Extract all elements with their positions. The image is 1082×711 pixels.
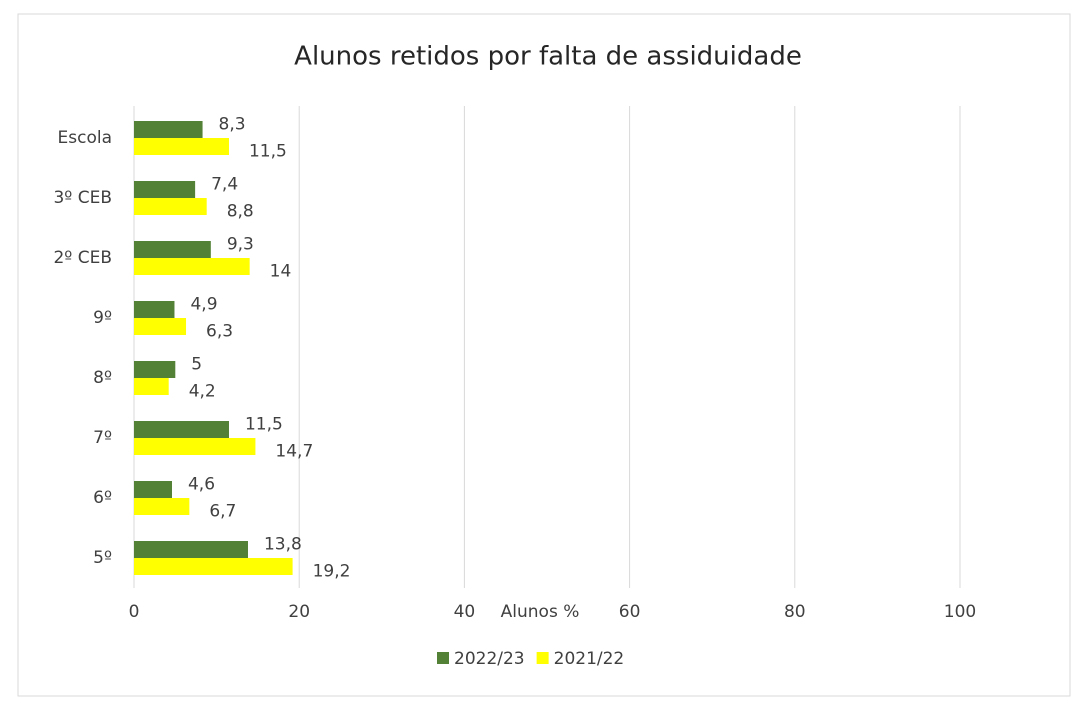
bar bbox=[134, 301, 175, 318]
value-label: 5 bbox=[191, 355, 202, 375]
bar bbox=[134, 318, 187, 335]
chart-border bbox=[17, 13, 1071, 697]
bar bbox=[134, 558, 293, 575]
y-tick-label: 7º bbox=[93, 428, 112, 448]
legend-swatch bbox=[437, 652, 449, 664]
bar bbox=[134, 181, 196, 198]
bar bbox=[134, 138, 229, 155]
value-label: 9,3 bbox=[227, 235, 254, 255]
legend-label: 2022/23 bbox=[454, 649, 525, 669]
bar bbox=[134, 421, 229, 438]
bar bbox=[134, 121, 203, 138]
chart-title: Alunos retidos por falta de assiduidade bbox=[294, 42, 802, 72]
legend-label: 2021/22 bbox=[554, 649, 625, 669]
x-tick-label: 100 bbox=[944, 602, 976, 622]
value-label: 4,9 bbox=[190, 295, 217, 315]
bar bbox=[134, 498, 190, 515]
bar bbox=[134, 438, 256, 455]
bar bbox=[134, 361, 176, 378]
x-tick-label: 80 bbox=[784, 602, 806, 622]
value-label: 6,3 bbox=[206, 322, 233, 342]
bar bbox=[134, 258, 250, 275]
bar bbox=[134, 541, 248, 558]
bar bbox=[134, 198, 207, 215]
y-tick-label: 6º bbox=[93, 488, 112, 508]
value-label: 13,8 bbox=[264, 535, 302, 555]
value-label: 11,5 bbox=[245, 415, 283, 435]
value-label: 6,7 bbox=[209, 502, 236, 522]
x-tick-label: 0 bbox=[129, 602, 140, 622]
legend-swatch bbox=[536, 652, 549, 664]
x-axis-label: Alunos % bbox=[501, 602, 580, 622]
value-label: 4,6 bbox=[188, 475, 215, 495]
value-label: 14 bbox=[270, 262, 292, 282]
y-tick-label: Escola bbox=[58, 128, 113, 148]
value-label: 8,8 bbox=[227, 202, 254, 222]
y-tick-label: 3º CEB bbox=[53, 188, 112, 208]
bar bbox=[134, 481, 172, 498]
value-label: 14,7 bbox=[275, 442, 313, 462]
y-tick-label: 5º bbox=[93, 548, 112, 568]
y-tick-label: 2º CEB bbox=[53, 248, 112, 268]
bar bbox=[134, 241, 211, 258]
value-label: 19,2 bbox=[313, 562, 351, 582]
x-tick-label: 40 bbox=[454, 602, 476, 622]
value-label: 4,2 bbox=[189, 382, 216, 402]
value-label: 8,3 bbox=[219, 115, 246, 135]
value-label: 7,4 bbox=[211, 175, 238, 195]
bar bbox=[134, 378, 169, 395]
x-tick-label: 20 bbox=[288, 602, 310, 622]
y-tick-label: 9º bbox=[93, 308, 112, 328]
y-tick-label: 8º bbox=[93, 368, 112, 388]
x-tick-label: 60 bbox=[619, 602, 641, 622]
value-label: 11,5 bbox=[249, 142, 287, 162]
